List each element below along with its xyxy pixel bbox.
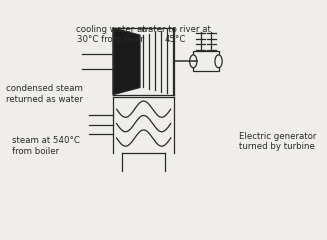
Ellipse shape bbox=[190, 55, 197, 68]
Bar bbox=[193, 51, 218, 71]
Text: cooling water at
30°C from river: cooling water at 30°C from river bbox=[76, 25, 146, 44]
Text: steam at 540°C
from boiler: steam at 540°C from boiler bbox=[12, 136, 79, 156]
Polygon shape bbox=[113, 28, 140, 95]
Ellipse shape bbox=[215, 55, 222, 68]
Text: Electric generator
turned by turbine: Electric generator turned by turbine bbox=[239, 132, 316, 151]
Text: condensed steam
returned as water: condensed steam returned as water bbox=[6, 84, 83, 104]
Text: water to river at
45°C: water to river at 45°C bbox=[141, 25, 211, 44]
